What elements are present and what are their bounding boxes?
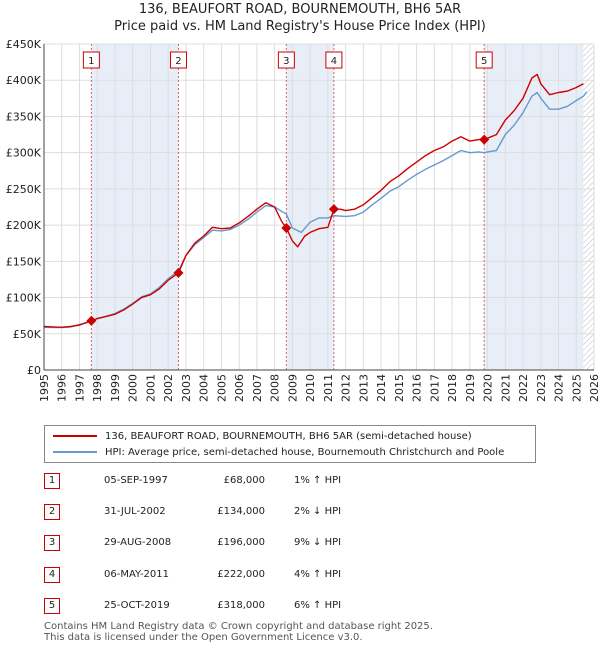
x-tick-label: 2021 <box>499 374 512 402</box>
chart-legend: 136, BEAUFORT ROAD, BOURNEMOUTH, BH6 5AR… <box>44 425 536 463</box>
transaction-price: £196,000 <box>217 537 265 548</box>
y-tick-label: £100K <box>6 292 42 305</box>
x-tick-label: 2006 <box>233 374 246 402</box>
transaction-number-badge: 5 <box>44 598 60 614</box>
transaction-number-badge: 4 <box>44 567 60 583</box>
x-tick-label: 2013 <box>357 374 370 402</box>
x-tick-label: 2002 <box>162 374 175 402</box>
transaction-date: 05-SEP-1997 <box>104 475 168 486</box>
transaction-price: £134,000 <box>217 506 265 517</box>
x-tick-label: 2010 <box>304 374 317 402</box>
sale-number-label: 2 <box>175 56 181 67</box>
x-tick-label: 2025 <box>570 374 583 402</box>
x-tick-label: 1997 <box>73 374 86 402</box>
legend-swatch-property <box>53 435 97 437</box>
y-tick-label: £300K <box>6 147 42 160</box>
transaction-price: £68,000 <box>223 475 265 486</box>
x-tick-label: 2016 <box>411 374 424 402</box>
x-tick-label: 2008 <box>269 374 282 402</box>
chart-subtitle: Price paid vs. HM Land Registry's House … <box>114 19 486 34</box>
sale-point <box>281 223 292 234</box>
x-tick-label: 2007 <box>251 374 264 402</box>
legend-swatch-hpi <box>53 451 97 453</box>
x-tick-label: 2011 <box>322 374 335 402</box>
sale-number-box <box>325 51 343 69</box>
y-tick-label: £200K <box>6 219 42 232</box>
sale-number-label: 5 <box>481 56 487 67</box>
sale-number-label: 3 <box>283 56 289 67</box>
legend-item-hpi: HPI: Average price, semi-detached house,… <box>53 444 504 460</box>
price-chart: 1 2 3 4 5 £0 £50K £100K £150K £200K £250K £300K £35… <box>6 38 600 402</box>
x-tick-label: 2020 <box>482 374 495 402</box>
x-tick-label: 2026 <box>588 374 600 402</box>
sale-point <box>173 267 184 278</box>
x-tick-label: 2003 <box>180 374 193 402</box>
footer: Contains HM Land Registry data © Crown c… <box>44 621 433 643</box>
footer-copyright: Contains HM Land Registry data © Crown c… <box>44 621 433 632</box>
sale-point <box>86 315 97 326</box>
x-tick-label: 2018 <box>446 374 459 402</box>
y-tick-label: £150K <box>6 255 42 268</box>
legend-label-property: 136, BEAUFORT ROAD, BOURNEMOUTH, BH6 5AR… <box>105 430 472 442</box>
x-tick-label: 1995 <box>38 374 51 402</box>
table-row: 4 06-MAY-2011 £222,000 4% ↑ HPI <box>44 565 564 583</box>
table-row: 2 31-JUL-2002 £134,000 2% ↓ HPI <box>44 502 564 520</box>
transaction-number-badge: 3 <box>44 535 60 551</box>
ownership-period-shade <box>91 44 179 370</box>
y-tick-label: £400K <box>6 74 42 87</box>
forecast-hatch <box>583 44 594 370</box>
transaction-hpi-diff: 6% ↑ HPI <box>294 600 342 611</box>
x-tick-label: 2019 <box>464 374 477 402</box>
transaction-hpi-diff: 1% ↑ HPI <box>294 475 342 486</box>
transaction-hpi-diff: 9% ↓ HPI <box>294 537 342 548</box>
sale-number-box <box>82 51 100 69</box>
legend-label-hpi: HPI: Average price, semi-detached house,… <box>105 446 505 458</box>
x-tick-label: 2012 <box>340 374 353 402</box>
y-tick-label: £250K <box>6 183 42 196</box>
y-tick-label: £0 <box>27 364 41 377</box>
property-price-line <box>43 73 584 328</box>
table-row: 3 29-AUG-2008 £196,000 9% ↓ HPI <box>44 533 564 551</box>
x-tick-label: 2017 <box>428 374 441 402</box>
y-tick-label: £50K <box>13 328 42 341</box>
x-tick-label: 2005 <box>215 374 228 402</box>
x-tick-label: 2009 <box>286 374 299 402</box>
sale-number-box <box>277 51 295 69</box>
transaction-hpi-diff: 4% ↑ HPI <box>294 569 342 580</box>
sale-number-box <box>475 51 493 69</box>
x-tick-label: 2023 <box>535 374 548 402</box>
y-tick-label: £350K <box>6 110 42 123</box>
x-tick-label: 2004 <box>198 374 211 402</box>
x-tick-label: 2022 <box>517 374 530 402</box>
x-tick-label: 2024 <box>553 374 566 402</box>
x-tick-label: 2001 <box>144 374 157 402</box>
sale-number-label: 1 <box>88 56 94 67</box>
transaction-date: 06-MAY-2011 <box>104 569 170 580</box>
transaction-price: £318,000 <box>217 600 265 611</box>
x-tick-label: 2000 <box>127 374 140 402</box>
x-tick-label: 1998 <box>91 374 104 402</box>
transaction-number-badge: 1 <box>44 473 60 489</box>
sale-number-box <box>169 51 187 69</box>
chart-title: 136, BEAUFORT ROAD, BOURNEMOUTH, BH6 5AR <box>138 2 462 17</box>
table-row: 1 05-SEP-1997 £68,000 1% ↑ HPI <box>44 471 564 489</box>
x-tick-label: 2015 <box>393 374 406 402</box>
y-tick-label: £450K <box>6 38 42 51</box>
transaction-hpi-diff: 2% ↓ HPI <box>294 506 342 517</box>
table-row: 5 25-OCT-2019 £318,000 6% ↑ HPI <box>44 596 564 614</box>
x-tick-label: 1999 <box>109 374 122 402</box>
x-tick-label: 1996 <box>56 374 69 402</box>
legend-item-property: 136, BEAUFORT ROAD, BOURNEMOUTH, BH6 5AR… <box>53 428 472 444</box>
transaction-number-badge: 2 <box>44 504 60 520</box>
footer-license: This data is licensed under the Open Gov… <box>44 632 363 643</box>
sale-number-label: 4 <box>331 56 337 67</box>
ownership-period-shade <box>484 44 584 370</box>
transaction-date: 25-OCT-2019 <box>104 600 170 611</box>
sale-point <box>328 204 339 215</box>
transaction-date: 29-AUG-2008 <box>104 537 172 548</box>
transaction-price: £222,000 <box>217 569 265 580</box>
transaction-date: 31-JUL-2002 <box>104 506 166 517</box>
x-tick-label: 2014 <box>375 374 388 402</box>
sale-point <box>479 134 490 145</box>
